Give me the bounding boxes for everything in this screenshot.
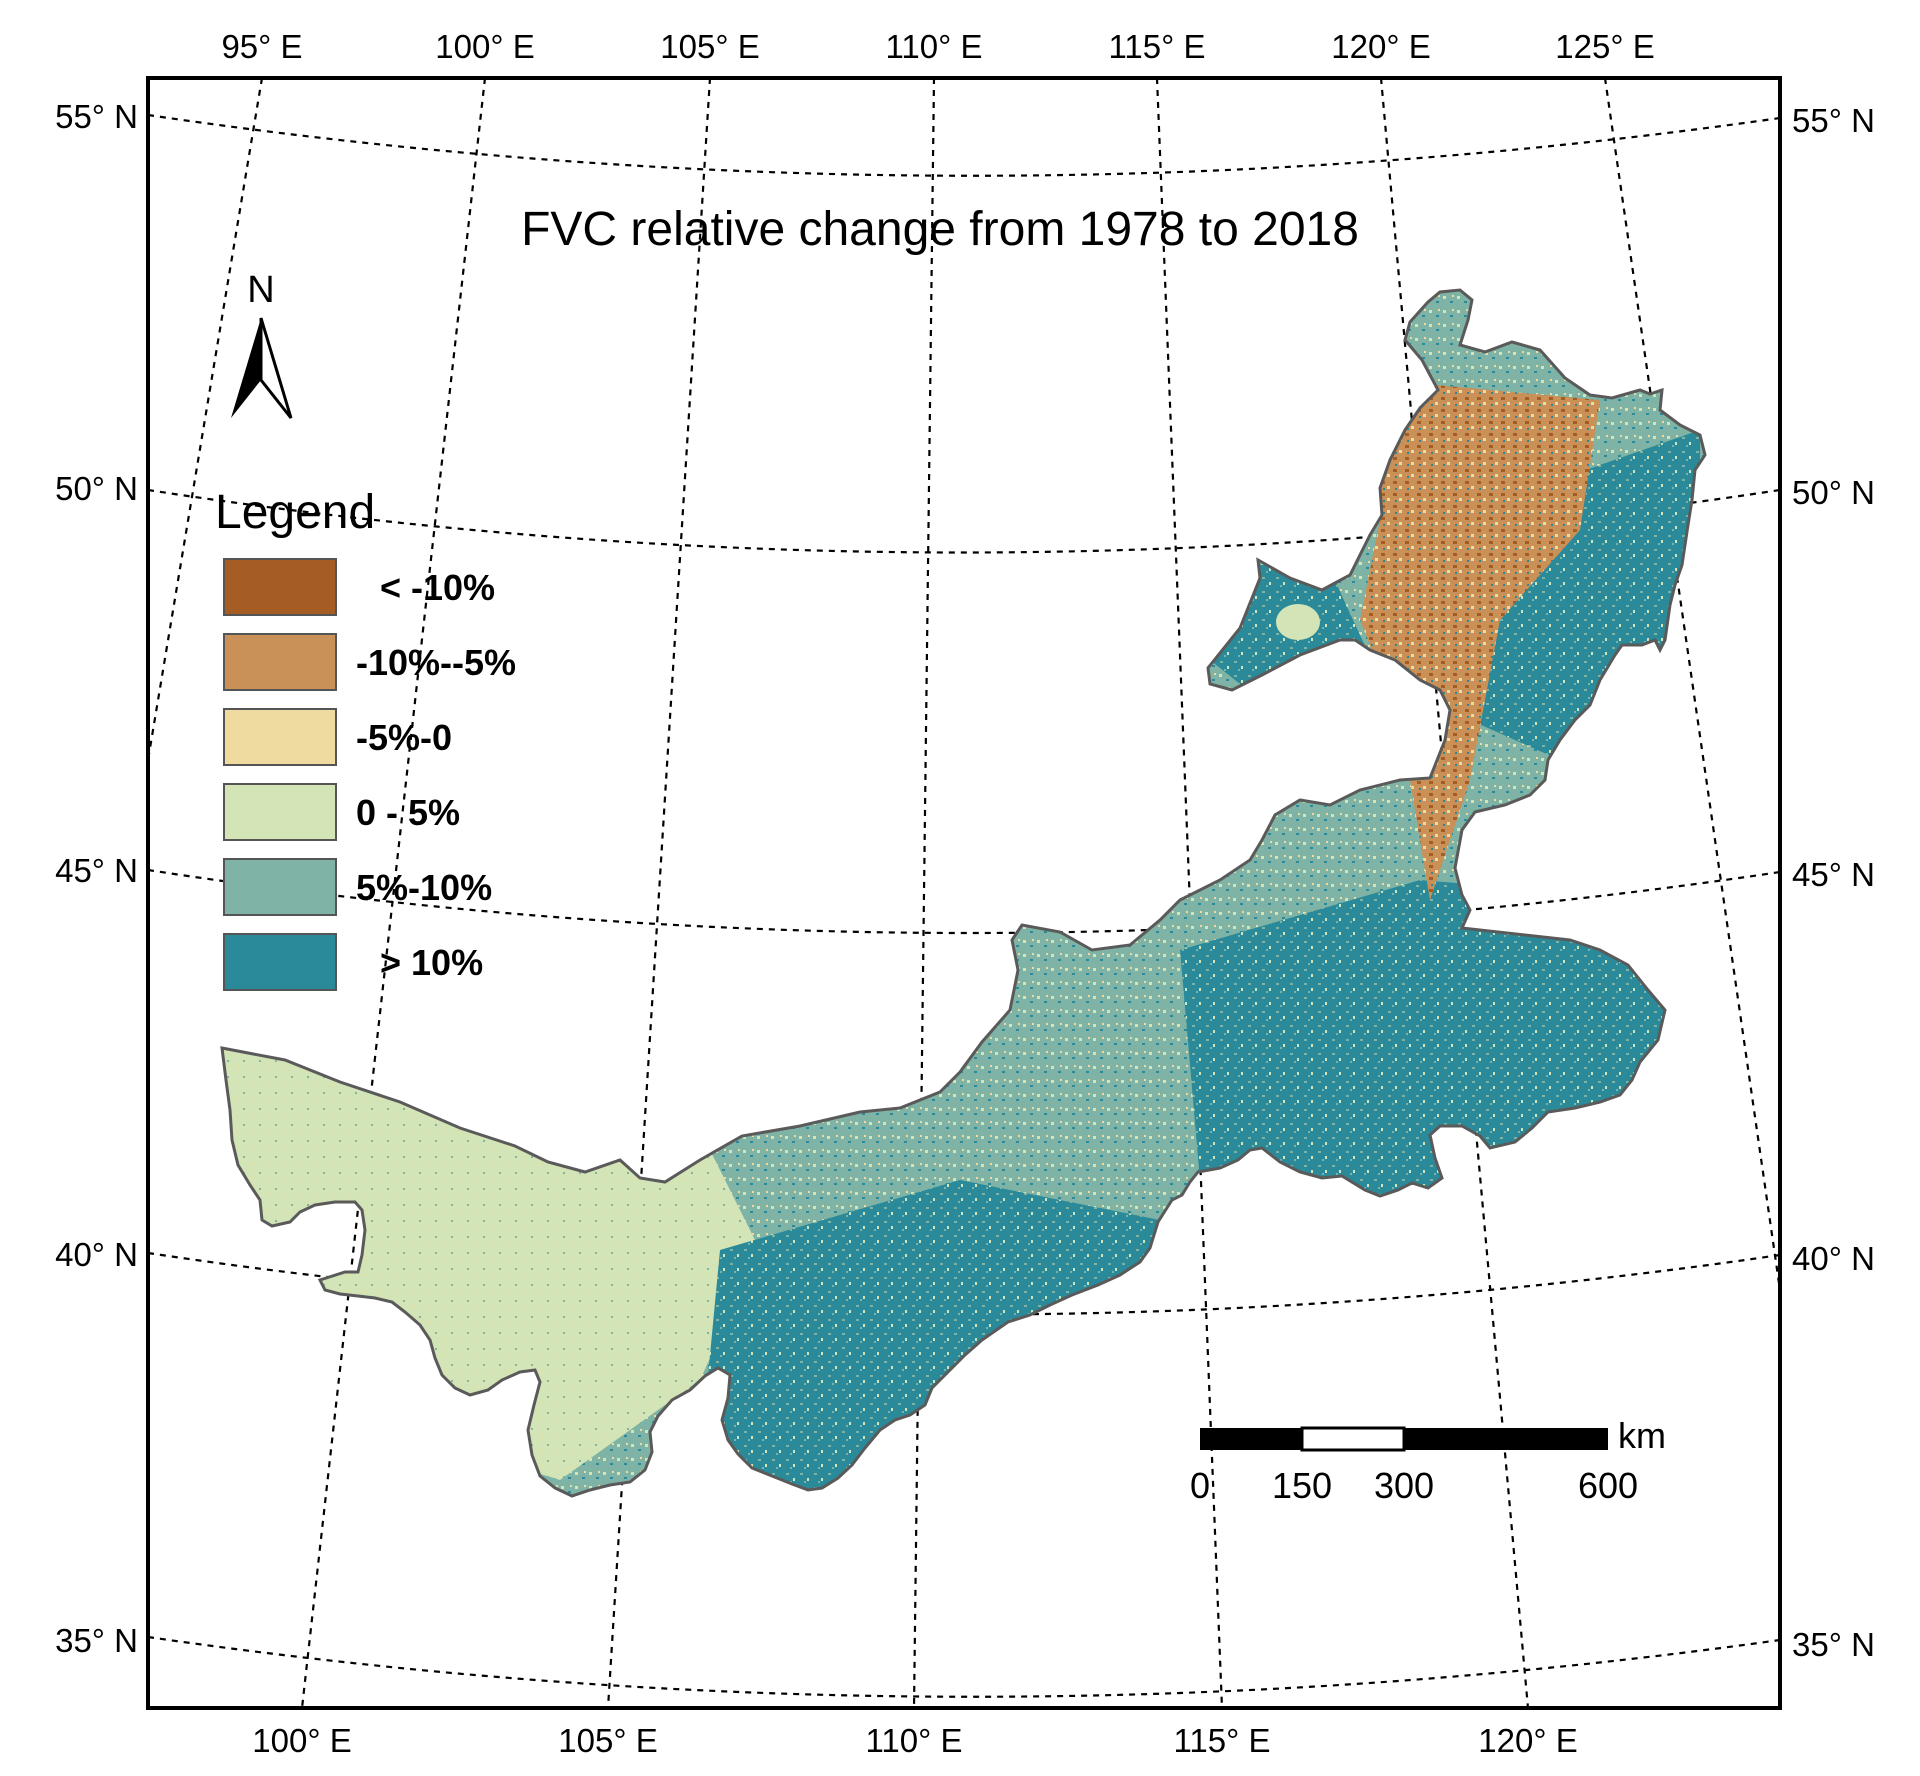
top-lon-label: 95° E xyxy=(221,28,302,65)
top-lon-label: 115° E xyxy=(1109,28,1206,65)
left-lat-label: 35° N xyxy=(55,1622,138,1659)
graticule-labels: 95° E 100° E 105° E 110° E 115° E 120° E… xyxy=(55,28,1875,1759)
right-lat-label: 35° N xyxy=(1792,1626,1875,1663)
legend-label: > 10% xyxy=(380,942,483,983)
north-arrow-label: N xyxy=(247,269,274,311)
scale-segment xyxy=(1404,1428,1608,1450)
legend-item: -5%-0 xyxy=(223,708,452,766)
legend-swatch xyxy=(223,558,337,616)
scale-tick-label: 0 xyxy=(1190,1465,1210,1506)
north-arrow: N xyxy=(231,269,293,419)
top-lon-label: 100° E xyxy=(435,28,534,65)
legend-item: > 10% xyxy=(223,933,483,991)
legend-swatch xyxy=(223,933,337,991)
legend-item: 5%-10% xyxy=(223,858,492,916)
legend-swatch xyxy=(223,783,337,841)
legend-label: -5%-0 xyxy=(356,717,452,758)
legend-label: 0 - 5% xyxy=(356,792,460,833)
legend-item: -10%--5% xyxy=(223,633,516,691)
legend-label: 5%-10% xyxy=(356,867,492,908)
left-lat-label: 55° N xyxy=(55,98,138,135)
right-lat-label: 55° N xyxy=(1792,102,1875,139)
parallel-55n xyxy=(147,113,1781,177)
left-lat-label: 40° N xyxy=(55,1236,138,1273)
meridian-110e xyxy=(912,77,936,1709)
bottom-lon-label: 120° E xyxy=(1478,1722,1577,1759)
north-arrow-icon-outline xyxy=(259,317,293,419)
legend: Legend < -10% -10%--5% -5%-0 0 - 5% 5%-1… xyxy=(215,486,516,991)
north-arrow-icon xyxy=(231,318,261,418)
legend-swatch xyxy=(223,708,337,766)
top-lon-label: 105° E xyxy=(660,28,759,65)
scale-tick-label: 600 xyxy=(1578,1465,1638,1506)
left-lat-label: 50° N xyxy=(55,470,138,507)
parallel-50n xyxy=(147,488,1781,554)
scale-unit: km xyxy=(1618,1415,1666,1456)
right-lat-label: 45° N xyxy=(1792,856,1875,893)
bottom-lon-label: 100° E xyxy=(252,1722,351,1759)
parallel-35n xyxy=(147,1635,1781,1698)
bottom-lon-label: 110° E xyxy=(866,1722,963,1759)
meridian-125e xyxy=(1603,77,1782,1291)
legend-item: < -10% xyxy=(223,558,495,616)
scale-segment xyxy=(1200,1428,1302,1450)
legend-label: -10%--5% xyxy=(356,642,516,683)
legend-swatch xyxy=(223,633,337,691)
scale-segment xyxy=(1300,1426,1406,1452)
bottom-lon-label: 105° E xyxy=(558,1722,657,1759)
meridian-100e xyxy=(300,77,487,1709)
meridian-95e xyxy=(146,77,264,761)
legend-swatch xyxy=(223,858,337,916)
bottom-lon-label: 115° E xyxy=(1174,1722,1271,1759)
scale-bar: km 0 150 300 600 xyxy=(1190,1415,1666,1506)
scale-tick-label: 150 xyxy=(1272,1465,1332,1506)
legend-label: < -10% xyxy=(380,567,495,608)
right-lat-label: 40° N xyxy=(1792,1240,1875,1277)
parallel-45n xyxy=(147,868,1781,935)
top-lon-label: 120° E xyxy=(1331,28,1430,65)
scale-tick-label: 300 xyxy=(1374,1465,1434,1506)
top-lon-label: 110° E xyxy=(886,28,983,65)
legend-item: 0 - 5% xyxy=(223,783,460,841)
top-lon-label: 125° E xyxy=(1555,28,1654,65)
left-lat-label: 45° N xyxy=(55,852,138,889)
legend-heading: Legend xyxy=(215,486,375,539)
map-title: FVC relative change from 1978 to 2018 xyxy=(521,203,1359,256)
right-lat-label: 50° N xyxy=(1792,474,1875,511)
